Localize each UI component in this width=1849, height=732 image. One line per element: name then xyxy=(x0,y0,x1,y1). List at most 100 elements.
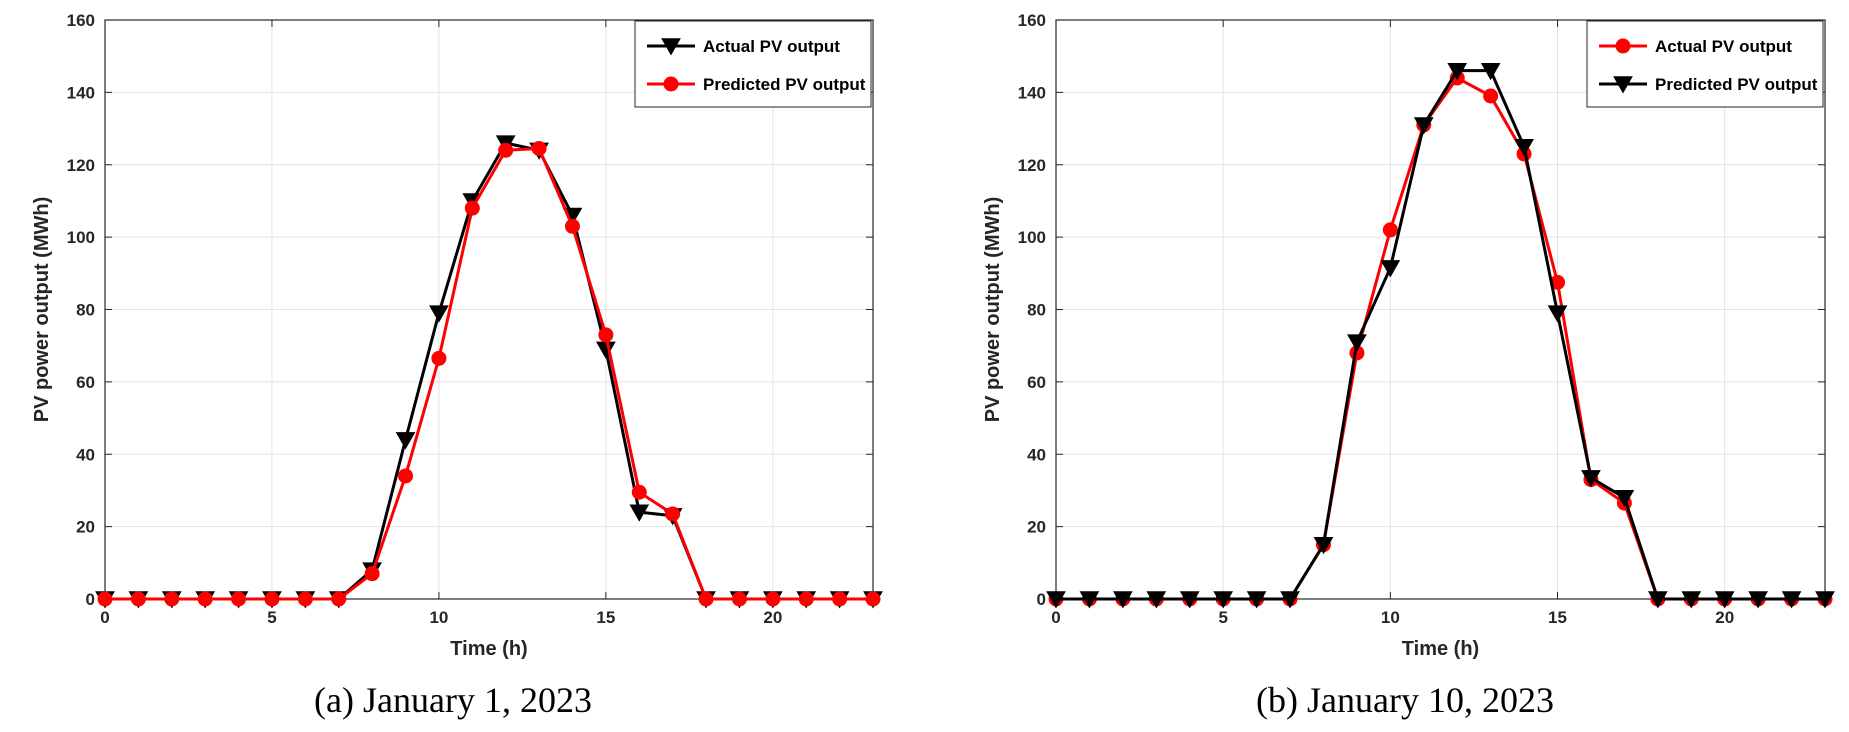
y-tick-label: 160 xyxy=(1018,11,1046,30)
legend-label: Actual PV output xyxy=(1655,37,1792,56)
data-point xyxy=(1514,138,1534,157)
data-point xyxy=(1547,305,1568,323)
chart-a: 0 5 10 15 20 0 20 40 60 80 100 120 140 160 Time (h) PV … xyxy=(31,11,883,720)
y-tick-label: 40 xyxy=(1027,445,1046,464)
y-axis-label: PV power output (MWh) xyxy=(982,197,1004,423)
data-point xyxy=(1480,62,1501,81)
data-point xyxy=(231,591,247,607)
legend: Actual PV output Predicted PV output xyxy=(634,20,872,108)
y-tick-label: 80 xyxy=(1027,301,1046,320)
data-point xyxy=(1280,591,1300,609)
y-tick-label: 20 xyxy=(76,518,95,537)
x-tick-label: 15 xyxy=(596,608,615,627)
x-tick-label: 0 xyxy=(100,608,109,627)
y-tick-label: 100 xyxy=(1018,228,1046,247)
data-point xyxy=(1246,591,1267,609)
y-tick-label: 140 xyxy=(67,83,95,102)
data-point xyxy=(164,591,180,607)
y-tick-label: 0 xyxy=(86,590,95,609)
y-tick-label: 0 xyxy=(1037,590,1046,609)
data-point xyxy=(331,591,347,607)
data-point xyxy=(97,591,113,607)
data-point xyxy=(1347,334,1367,352)
data-point xyxy=(1213,591,1234,609)
data-point xyxy=(1581,470,1601,488)
data-point xyxy=(798,591,814,607)
y-tick-label: 160 xyxy=(67,11,95,30)
series-2 xyxy=(1046,62,1835,609)
data-point xyxy=(1113,591,1133,609)
y-tick-label: 20 xyxy=(1027,518,1046,537)
data-point xyxy=(1079,591,1100,609)
chart-b: 0 5 10 15 20 0 20 40 60 80 100 120 140 160 Time (h) PV … xyxy=(982,11,1835,720)
legend-swatch-marker xyxy=(1613,76,1633,94)
data-point xyxy=(1647,591,1668,609)
data-point xyxy=(598,327,614,343)
y-tick-label: 80 xyxy=(76,301,95,320)
y-axis-label: PV power output (MWh) xyxy=(31,197,53,423)
x-tick-label: 20 xyxy=(763,608,782,627)
data-point xyxy=(431,350,447,366)
data-point xyxy=(531,140,547,156)
data-point xyxy=(832,591,848,607)
y-tick-label: 140 xyxy=(1018,83,1046,102)
data-point xyxy=(264,591,280,607)
x-tick-label: 5 xyxy=(267,608,276,627)
x-tick-label: 15 xyxy=(1548,608,1567,627)
x-axis-label: Time (h) xyxy=(1402,638,1479,660)
data-point xyxy=(1146,591,1167,609)
legend-entry-1: Actual PV output xyxy=(1599,37,1792,56)
data-point xyxy=(1781,591,1802,609)
legend-label: Actual PV output xyxy=(703,37,840,56)
series-line xyxy=(1056,69,1825,601)
x-tick-label: 20 xyxy=(1715,608,1734,627)
data-point xyxy=(698,591,714,607)
data-point xyxy=(765,591,781,607)
data-point xyxy=(364,566,380,582)
x-tick-label: 0 xyxy=(1051,608,1060,627)
data-point xyxy=(631,484,647,500)
grid xyxy=(1056,20,1825,599)
data-point xyxy=(398,468,414,484)
y-tick-label: 40 xyxy=(76,445,95,464)
data-point xyxy=(297,591,313,607)
legend-swatch-marker xyxy=(1615,38,1631,54)
legend-label: Predicted PV output xyxy=(703,75,866,94)
legend-entry-1: Actual PV output xyxy=(647,37,840,56)
y-tick-label: 60 xyxy=(1027,373,1046,392)
legend-box xyxy=(1586,20,1824,108)
data-point xyxy=(564,218,580,234)
data-point xyxy=(731,591,747,607)
data-point xyxy=(498,142,514,158)
data-point xyxy=(865,591,881,607)
data-point xyxy=(1815,591,1835,609)
legend: Actual PV output Predicted PV output xyxy=(1586,20,1824,108)
data-point xyxy=(1748,591,1768,609)
data-point xyxy=(665,506,681,522)
data-point xyxy=(1380,260,1401,278)
legend-entry-2: Predicted PV output xyxy=(1599,75,1818,94)
y-tick-label: 60 xyxy=(76,373,95,392)
x-tick-label: 5 xyxy=(1218,608,1227,627)
data-point xyxy=(130,591,146,607)
y-tick-label: 120 xyxy=(67,156,95,175)
data-point xyxy=(1483,88,1499,104)
x-axis-label: Time (h) xyxy=(450,638,527,660)
data-point xyxy=(395,432,416,450)
data-point xyxy=(464,200,480,216)
data-point xyxy=(1179,591,1200,609)
series-2 xyxy=(97,140,881,607)
data-point xyxy=(1382,222,1398,238)
x-tick-label: 10 xyxy=(1381,608,1400,627)
legend-entry-2: Predicted PV output xyxy=(647,75,866,94)
legend-box xyxy=(634,20,872,108)
data-point xyxy=(197,591,213,607)
data-point xyxy=(1714,591,1735,609)
data-point xyxy=(429,305,449,323)
y-tick-label: 120 xyxy=(1018,156,1046,175)
caption: (a) January 1, 2023 xyxy=(314,680,592,720)
caption: (b) January 10, 2023 xyxy=(1256,680,1554,720)
legend-label: Predicted PV output xyxy=(1655,75,1818,94)
data-point xyxy=(1681,591,1702,609)
